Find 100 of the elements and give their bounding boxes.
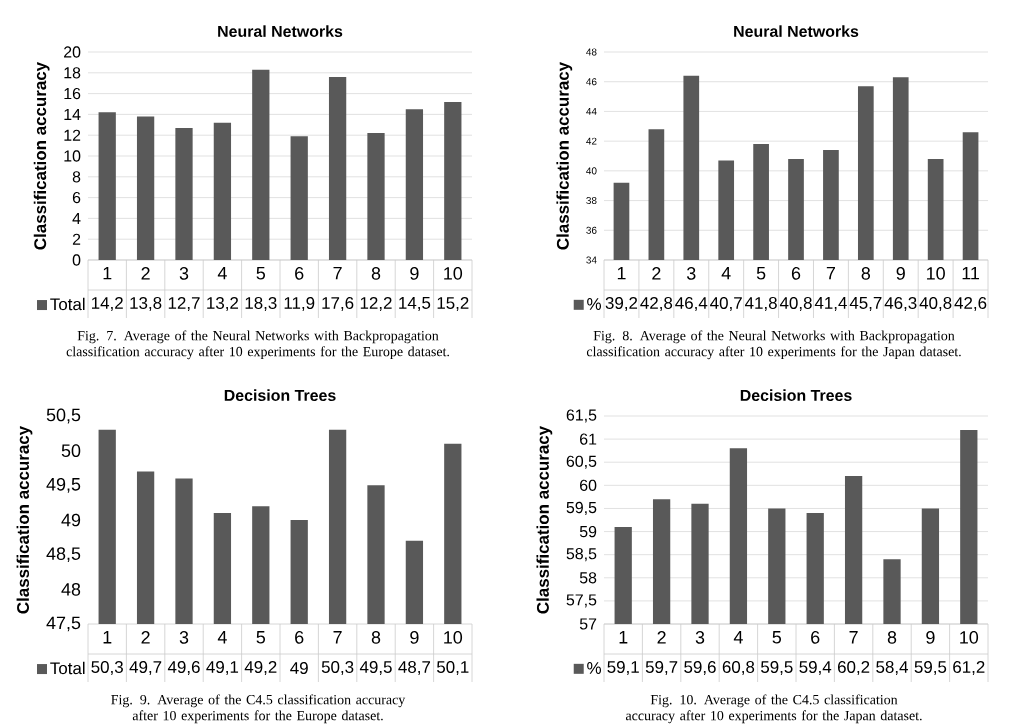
data-label: 46,3: [884, 297, 917, 311]
x-tick-label: 9: [926, 631, 935, 644]
x-tick-label: 4: [721, 267, 731, 280]
data-label: 15,2: [437, 297, 469, 311]
x-tick-label: 5: [256, 631, 266, 644]
x-tick-label: 8: [887, 631, 897, 644]
x-tick-label: 4: [217, 267, 227, 280]
data-label: 40,7: [710, 297, 742, 311]
data-label: 49,5: [359, 661, 392, 675]
data-label: 50,1: [437, 661, 469, 675]
y-tick-label: 49,5: [46, 477, 81, 493]
data-label: 42,6: [954, 297, 987, 311]
x-tick-label: 8: [861, 267, 871, 280]
data-label: 49,2: [244, 661, 277, 675]
data-label: 41,8: [744, 297, 777, 311]
data-label: 59,4: [799, 661, 832, 675]
y-tick-label: 47,5: [46, 616, 81, 632]
x-tick-label: 6: [295, 267, 304, 280]
x-tick-label: 5: [756, 267, 766, 280]
x-tick-label: 7: [826, 267, 835, 280]
legend-label: Total: [50, 661, 85, 675]
data-label: 48,7: [398, 661, 431, 675]
x-tick-label: 7: [333, 267, 342, 280]
bar: [136, 116, 155, 260]
data-label: 18,3: [245, 297, 277, 311]
data-label: 49,1: [206, 661, 239, 675]
data-label: 39,2: [605, 297, 638, 311]
bar: [367, 133, 385, 260]
x-tick-label: 10: [960, 631, 979, 644]
data-label: 45,7: [849, 297, 882, 311]
y-axis-title: Classification accuracy: [556, 61, 573, 250]
x-tick-label: 6: [791, 267, 801, 280]
x-tick-label: 7: [849, 631, 858, 644]
x-tick-label: 2: [141, 267, 150, 280]
x-tick-label: 10: [444, 267, 463, 280]
y-tick-label: 48: [61, 582, 81, 596]
data-label: 13,2: [207, 297, 239, 311]
data-label: 11,9: [284, 297, 315, 311]
data-label: 12,7: [168, 297, 200, 311]
data-label: 61,2: [953, 661, 985, 675]
data-label: 17,6: [322, 297, 354, 311]
data-label: 59,5: [761, 661, 793, 675]
y-tick-label: 48,5: [46, 547, 81, 563]
x-tick-label: 5: [256, 267, 266, 280]
x-tick-label: 7: [333, 631, 342, 644]
data-label: 59,7: [645, 661, 678, 675]
legend-label: %: [587, 662, 602, 674]
data-label: 49,7: [129, 661, 162, 675]
data-label: 59,1: [607, 661, 639, 675]
x-tick-label: 5: [772, 631, 782, 644]
legend-label: Total: [50, 297, 85, 311]
y-tick-label: 50: [61, 444, 81, 458]
x-tick-label: 11: [962, 267, 979, 280]
data-label: 40,8: [779, 297, 812, 311]
y-axis-title: Classification accuracy: [33, 61, 50, 250]
data-label: 49: [290, 662, 308, 674]
x-tick-label: 9: [410, 631, 419, 644]
x-tick-label: 4: [733, 631, 743, 644]
x-tick-label: 10: [927, 267, 945, 280]
data-label: 42,8: [640, 297, 673, 311]
x-tick-label: 3: [179, 267, 189, 280]
data-label: 41,4: [814, 297, 847, 311]
x-tick-label: 2: [141, 631, 150, 644]
x-tick-label: 8: [371, 631, 381, 644]
x-tick-label: 3: [695, 631, 705, 644]
y-tick-label: 50,5: [46, 408, 81, 424]
bar: [98, 112, 116, 260]
data-label: 50,3: [321, 661, 354, 675]
x-tick-label: 8: [371, 267, 381, 280]
data-label: 13,8: [130, 297, 162, 311]
y-axis-title: Classification accuracy: [536, 425, 553, 614]
data-label: 60,2: [838, 661, 870, 675]
x-tick-label: 1: [103, 267, 112, 280]
x-tick-label: 9: [896, 267, 905, 280]
data-label: 14,5: [399, 297, 431, 311]
y-tick-label: 49: [61, 513, 81, 527]
x-tick-label: 9: [410, 267, 419, 280]
x-tick-label: 2: [652, 267, 661, 280]
x-tick-label: 2: [657, 631, 666, 644]
x-tick-label: 1: [617, 267, 626, 280]
bar: [290, 136, 308, 260]
x-tick-label: 4: [217, 631, 227, 644]
bar: [252, 69, 270, 260]
data-label: 14,2: [92, 297, 123, 311]
legend-label: %: [587, 298, 602, 310]
bar: [213, 122, 232, 260]
data-label: 46,4: [675, 297, 708, 311]
x-tick-label: 10: [444, 631, 463, 644]
data-label: 12,2: [360, 297, 392, 311]
data-label: 59,6: [684, 661, 716, 675]
x-tick-label: 3: [686, 267, 696, 280]
bar: [328, 76, 347, 260]
x-tick-label: 1: [103, 631, 112, 644]
data-label: 59,5: [914, 661, 947, 675]
data-label: 58,4: [876, 661, 909, 675]
data-label: 49,6: [167, 661, 200, 675]
x-tick-label: 1: [619, 631, 628, 644]
x-tick-label: 3: [179, 631, 189, 644]
bar: [444, 101, 462, 260]
bar: [405, 109, 424, 260]
